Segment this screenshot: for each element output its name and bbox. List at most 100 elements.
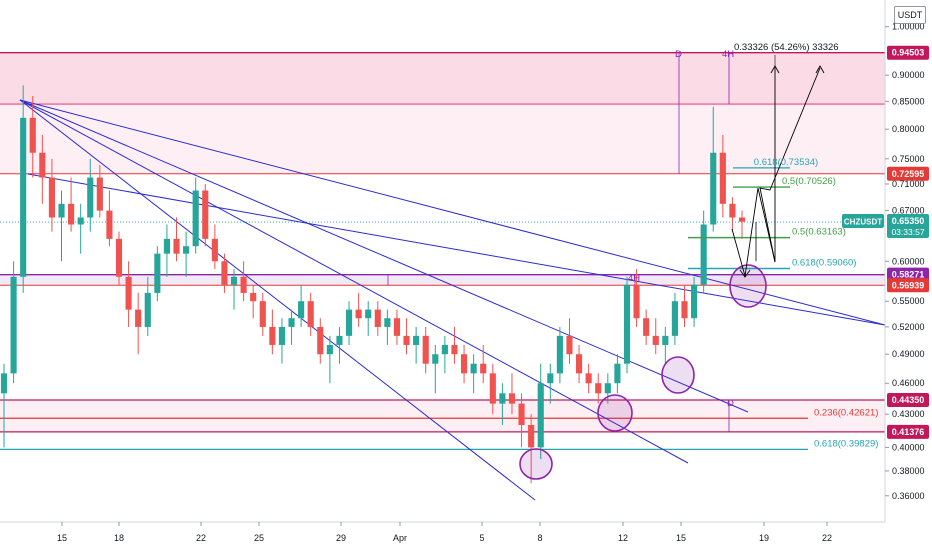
price-tag[interactable]: 0.72595 [887,166,929,181]
trendlines-layer [19,99,886,501]
candle-body [298,301,305,319]
candle-body [58,203,65,218]
y-tick-label: 0.60000 [892,256,925,266]
candle-body [317,326,324,355]
x-tick-label: 5 [479,533,484,543]
highlight-circle[interactable] [661,356,695,394]
demand-zone [0,400,885,432]
candle-body [738,217,746,222]
price-tag-text: 0.56939 [892,280,925,290]
candle-body [671,301,678,336]
candle-body [719,152,726,204]
candle-body [537,383,544,448]
y-tick-label: 1.00000 [892,22,925,32]
candle-body [595,383,602,394]
candle-body [345,309,353,336]
trendline[interactable] [19,99,886,326]
x-tick-label: 19 [759,533,769,543]
x-tick-label: 25 [254,533,264,543]
candle-body [566,335,573,355]
fib-label: 0.618(0.73534) [754,157,818,168]
candle-body [652,335,659,345]
price-tag[interactable]: 0.44350 [887,393,929,408]
price-tag-text: 0.72595 [892,169,925,179]
y-tick-label: 0.40000 [892,442,925,452]
currency-label[interactable]: USDT [894,6,926,24]
candle-body [623,284,631,364]
trendline[interactable] [27,173,886,326]
trendline[interactable] [19,99,536,501]
candle-body [77,217,84,225]
arrow-head [815,65,825,74]
candle-body [39,152,46,178]
x-tick-label: Apr [393,533,407,543]
candle-body [662,335,669,345]
candle-body [125,276,132,310]
current-price-bg [887,214,929,239]
candle-body [413,335,420,345]
drawings-layer [387,52,825,480]
candle-body [480,363,487,374]
arrow-head-down [739,269,751,278]
candle-body [691,284,698,319]
price-tag[interactable]: 0.41376 [887,424,929,439]
time-axis-bg[interactable] [0,522,932,550]
trendline[interactable] [19,99,689,464]
highlight-circle[interactable] [519,448,553,480]
candle-body [633,284,640,319]
candle-body [87,177,94,218]
candle-body [68,203,75,225]
y-tick-label: 0.55000 [892,296,925,306]
candle-body [278,326,286,345]
projection-path-b[interactable] [759,67,821,263]
candle-body [556,335,563,374]
price-tag-bg [887,393,929,408]
price-tag-bg [887,166,929,181]
x-tick-label: 15 [57,533,67,543]
symbol-tag-bg [842,214,884,229]
candle-body [355,309,362,319]
candle-body [144,292,151,327]
x-tick-label: 22 [822,533,832,543]
candle-body [192,190,199,247]
measure-label: 0.33326 (54.26%) 33326 [734,42,839,53]
x-tick-label: 18 [114,533,124,543]
price-tag-bg [887,424,929,439]
price-tag[interactable]: 0.94503 [887,45,929,60]
zones-layer [0,52,885,432]
highlight-circle[interactable] [597,394,633,432]
price-tag-bg [887,278,929,293]
fib-label: 0.618(0.59060) [792,258,856,269]
h4-marker-mid: 4H [628,273,640,284]
supply-zone-upper [0,52,885,105]
candle-body [393,318,401,336]
candle-body [115,238,123,277]
candle-body [288,318,295,327]
candles-layer [0,85,746,484]
candle-body [528,424,535,448]
fib-label: 0.236(0.42621) [814,407,878,418]
candle-body [230,276,238,285]
candle-body [154,253,161,293]
y-tick-label: 0.80000 [892,124,925,134]
candle-body [432,354,439,364]
candle-body [489,373,496,404]
price-tag[interactable]: 0.58271 [887,267,929,282]
y-tick-label: 0.36000 [892,491,925,501]
projection-path-a[interactable] [731,68,776,277]
candle-body [700,224,707,285]
price-tag[interactable]: 0.56939 [887,278,929,293]
candle-body [585,373,592,384]
y-tick-label: 0.75000 [892,154,925,164]
candle-body [106,210,113,239]
price-tag-bg [887,45,929,60]
y-tick-label: 0.43000 [892,409,925,419]
highlight-circle[interactable] [729,264,767,308]
y-tick-label: 0.85000 [892,96,925,106]
candle-body [604,383,611,394]
candle-body [326,344,333,355]
